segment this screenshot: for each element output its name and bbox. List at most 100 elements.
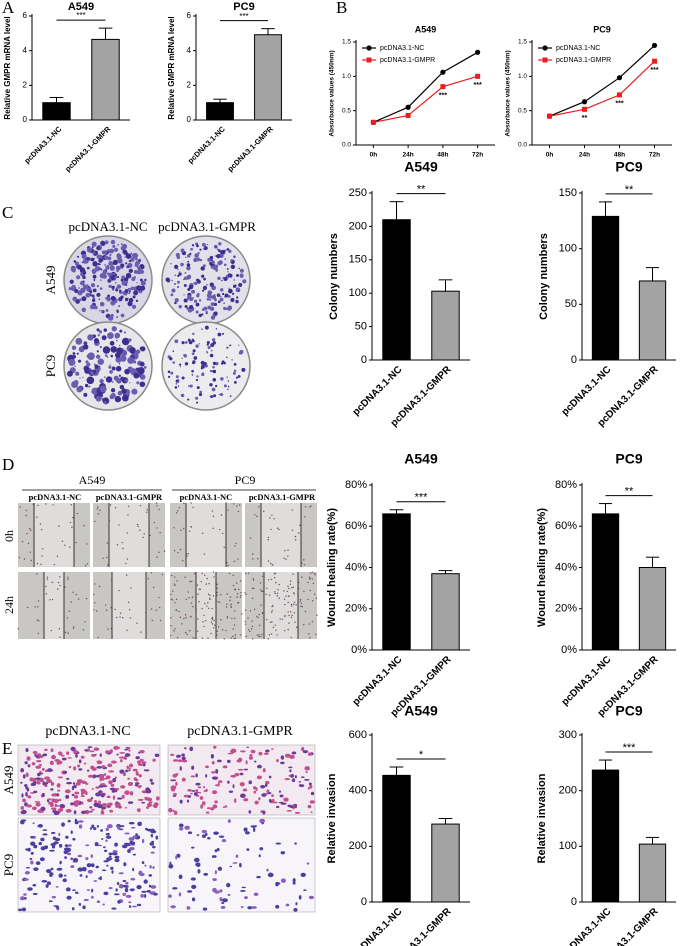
cell xyxy=(190,775,196,778)
cell xyxy=(275,904,280,909)
x-tick-label: pcDNA3.1-NC xyxy=(560,906,614,946)
cell xyxy=(109,504,112,506)
cell xyxy=(225,606,228,608)
cell xyxy=(128,763,134,768)
image-column-label: pcDNA3.1-NC xyxy=(45,724,130,739)
cell xyxy=(23,558,26,560)
y-tick-label: 20% xyxy=(345,603,367,615)
cell xyxy=(311,600,314,602)
colony xyxy=(97,262,100,266)
colony xyxy=(124,368,130,375)
cell xyxy=(174,584,176,587)
cell xyxy=(51,598,54,601)
cell xyxy=(42,548,44,550)
image-row-label: 0h xyxy=(2,530,16,542)
cell xyxy=(195,773,198,778)
cell xyxy=(188,597,190,599)
cell xyxy=(177,759,183,763)
colony xyxy=(206,351,209,354)
colony xyxy=(130,286,135,291)
colony xyxy=(116,253,122,258)
cell xyxy=(105,609,108,611)
cell xyxy=(102,846,106,849)
cell xyxy=(253,786,257,790)
cell xyxy=(295,902,298,906)
cell xyxy=(67,576,69,578)
colony xyxy=(128,338,132,342)
cell xyxy=(283,557,285,560)
colony xyxy=(199,248,202,251)
colony xyxy=(195,302,200,307)
cell xyxy=(303,590,305,593)
cell xyxy=(117,797,123,800)
cell xyxy=(201,607,203,610)
cell xyxy=(59,584,61,587)
colony xyxy=(233,255,236,258)
y-tick-label: 100 xyxy=(559,840,577,852)
cell xyxy=(121,617,124,619)
cell xyxy=(274,591,276,593)
colony xyxy=(144,278,147,282)
cell xyxy=(67,819,71,823)
cell xyxy=(240,905,244,909)
colony xyxy=(118,363,121,365)
cell xyxy=(152,803,158,808)
annotation: *** xyxy=(474,82,482,89)
cell xyxy=(163,550,166,553)
colony xyxy=(177,274,180,277)
cell xyxy=(271,609,273,612)
cell xyxy=(112,777,117,783)
x-tick-label: 24h xyxy=(403,152,414,159)
cell xyxy=(26,532,28,535)
y-tick-label: 0 xyxy=(187,115,192,124)
cell xyxy=(172,795,177,797)
colony xyxy=(229,344,231,347)
cell xyxy=(32,892,38,896)
cell xyxy=(258,634,260,636)
marker xyxy=(405,104,411,110)
colony xyxy=(228,249,232,254)
cell xyxy=(288,766,293,769)
colony xyxy=(129,347,136,354)
cell xyxy=(265,780,270,785)
colony xyxy=(91,241,97,247)
colony xyxy=(117,257,123,264)
y-axis-label: Relative invasion xyxy=(536,773,548,863)
cell xyxy=(122,547,124,550)
cell xyxy=(134,782,140,785)
cell xyxy=(72,837,76,841)
cell xyxy=(155,609,157,611)
cell xyxy=(25,509,27,512)
cell xyxy=(120,785,126,789)
cell xyxy=(128,821,135,825)
cell xyxy=(72,591,74,594)
cell xyxy=(74,891,79,894)
cell xyxy=(56,793,60,797)
colony xyxy=(128,357,135,364)
cell xyxy=(262,768,266,773)
colony xyxy=(82,259,88,264)
cell xyxy=(69,521,72,524)
cell xyxy=(185,617,187,619)
cell xyxy=(42,833,48,836)
colony xyxy=(215,246,217,248)
cell xyxy=(284,603,286,606)
cell xyxy=(122,892,126,896)
cell xyxy=(132,835,138,839)
colony xyxy=(129,259,131,262)
colony xyxy=(223,384,227,388)
cell xyxy=(154,753,160,758)
cell xyxy=(181,756,186,761)
cell xyxy=(204,574,206,577)
cell xyxy=(225,502,227,504)
cell xyxy=(278,597,280,599)
cell xyxy=(252,579,255,581)
cell xyxy=(48,900,53,903)
cell xyxy=(90,854,93,858)
cell xyxy=(114,855,120,859)
cell xyxy=(150,891,156,894)
colony xyxy=(114,281,117,284)
cell xyxy=(313,573,315,575)
cell xyxy=(261,793,267,797)
cell xyxy=(219,528,221,531)
